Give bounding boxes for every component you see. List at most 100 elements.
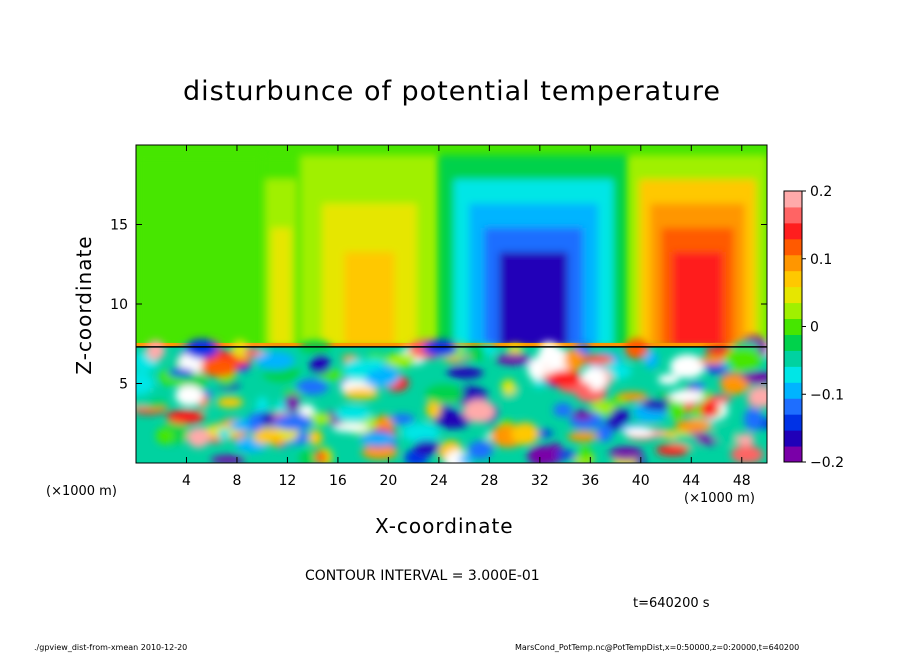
lower-blob: [401, 422, 440, 443]
time-stamp: t=640200 s: [633, 596, 710, 611]
colorbar-swatch: [784, 222, 802, 240]
lower-blob: [572, 409, 593, 421]
colorbar-tick-label: 0: [810, 320, 819, 336]
colorbar-swatch: [784, 334, 802, 351]
lower-blob: [644, 350, 659, 369]
lower-blob: [446, 367, 484, 379]
contour-interval-note: CONTOUR INTERVAL = 3.000E-01: [305, 568, 540, 584]
upper-region-1-level-4: [274, 252, 288, 347]
lower-blob: [669, 354, 706, 379]
colorbar-swatch: [784, 446, 802, 463]
lower-blob: [537, 345, 566, 366]
lower-blob: [422, 339, 458, 357]
lower-blob: [624, 338, 649, 360]
lower-blob: [730, 445, 764, 463]
lower-blob: [299, 450, 317, 463]
colorbar-tick-label: −0.2: [810, 455, 844, 471]
colorbar-swatch: [784, 302, 802, 320]
lower-blob: [667, 396, 685, 420]
lower-blob: [136, 371, 155, 396]
lower-blob: [433, 412, 472, 429]
lower-blob: [365, 358, 385, 371]
colorbar-swatch: [784, 382, 802, 399]
lower-blob: [295, 379, 329, 395]
lower-blob: [155, 427, 175, 445]
upper-region-4-level-4: [672, 252, 723, 347]
lower-blob: [308, 429, 323, 446]
colorbar-swatch: [784, 414, 802, 431]
lower-blob: [747, 385, 767, 408]
x-tick-label: 12: [279, 473, 297, 489]
colorbar-swatch: [784, 238, 802, 256]
x-axis-label: X-coordinate: [375, 514, 514, 538]
x-tick-label: 48: [733, 473, 751, 489]
lower-blob: [252, 427, 279, 445]
x-tick-label: 44: [682, 473, 700, 489]
lower-blob: [720, 375, 749, 395]
colorbar-swatch: [784, 398, 802, 415]
lower-blob: [468, 345, 486, 361]
colorbar: 0.2 0.1 0 −0.1 −0.2: [783, 184, 844, 471]
footer-data-source: MarsCond_PotTemp.nc@PotTempDist,x=0:5000…: [515, 643, 800, 652]
lower-blob: [580, 354, 614, 365]
lower-blob: [724, 347, 762, 371]
x-tick-label: 28: [480, 473, 498, 489]
lower-blob: [166, 409, 205, 425]
upper-region-3: [438, 155, 629, 347]
lower-blob: [284, 393, 301, 413]
lower-layer-field: [136, 335, 767, 463]
colorbar-tick-label: 0.2: [810, 184, 832, 200]
lower-blob: [736, 433, 755, 447]
y-tick-label: 15: [110, 218, 128, 234]
lower-blob: [332, 423, 370, 433]
colorbar-swatch: [784, 318, 802, 335]
lower-blob: [425, 384, 464, 405]
lower-blob: [216, 396, 244, 408]
lower-blobs: [136, 335, 767, 463]
lower-blob: [744, 407, 763, 431]
lower-blob: [608, 446, 644, 461]
lower-blob: [217, 428, 231, 441]
upper-region-3-level-4: [499, 252, 568, 347]
lower-blob: [527, 357, 547, 381]
lower-blob: [501, 379, 516, 395]
colorbar-tick-label: 0.1: [810, 252, 832, 268]
lower-blob: [468, 440, 493, 460]
lower-blob: [426, 399, 441, 419]
lower-blob: [146, 340, 166, 361]
x-axis-ticks: 4 8 12 16 20 24 28 32 36 40 44 48: [182, 145, 751, 489]
lower-blob: [458, 454, 474, 463]
lower-blob: [343, 358, 371, 381]
x-tick-label: 4: [182, 473, 191, 489]
colorbar-tick-label: −0.1: [810, 387, 844, 403]
lower-blob: [462, 399, 496, 423]
lower-blob: [674, 419, 713, 433]
lower-blob: [413, 440, 440, 455]
lower-blob: [175, 384, 204, 407]
lower-blob: [385, 352, 416, 368]
lower-blob: [136, 397, 152, 409]
footer-script-info: ./gpview_dist-from-xmean 2010-12-20: [34, 643, 188, 652]
lower-blob: [711, 428, 739, 443]
lower-blob: [527, 445, 557, 463]
colorbar-swatch: [784, 270, 802, 288]
x-tick-label: 8: [232, 473, 241, 489]
lower-blob: [361, 364, 400, 388]
lower-blob: [611, 397, 626, 407]
upper-region-0-level-4: [176, 252, 222, 347]
lower-blob: [610, 407, 630, 425]
plot-area: [136, 145, 767, 463]
lower-blob: [668, 389, 705, 403]
lower-blob: [167, 368, 195, 377]
lower-blob: [342, 388, 380, 400]
y-tick-label: 10: [110, 297, 128, 313]
lower-blob: [310, 355, 331, 375]
upper-layer-field: [136, 145, 767, 347]
lower-blob: [553, 403, 573, 418]
lower-blob: [699, 400, 719, 418]
upper-region-2-level-4: [344, 252, 395, 347]
colorbar-swatch: [784, 286, 802, 304]
y-tick-label: 5: [119, 377, 128, 393]
x-unit-label-left: (×1000 m): [46, 484, 117, 499]
